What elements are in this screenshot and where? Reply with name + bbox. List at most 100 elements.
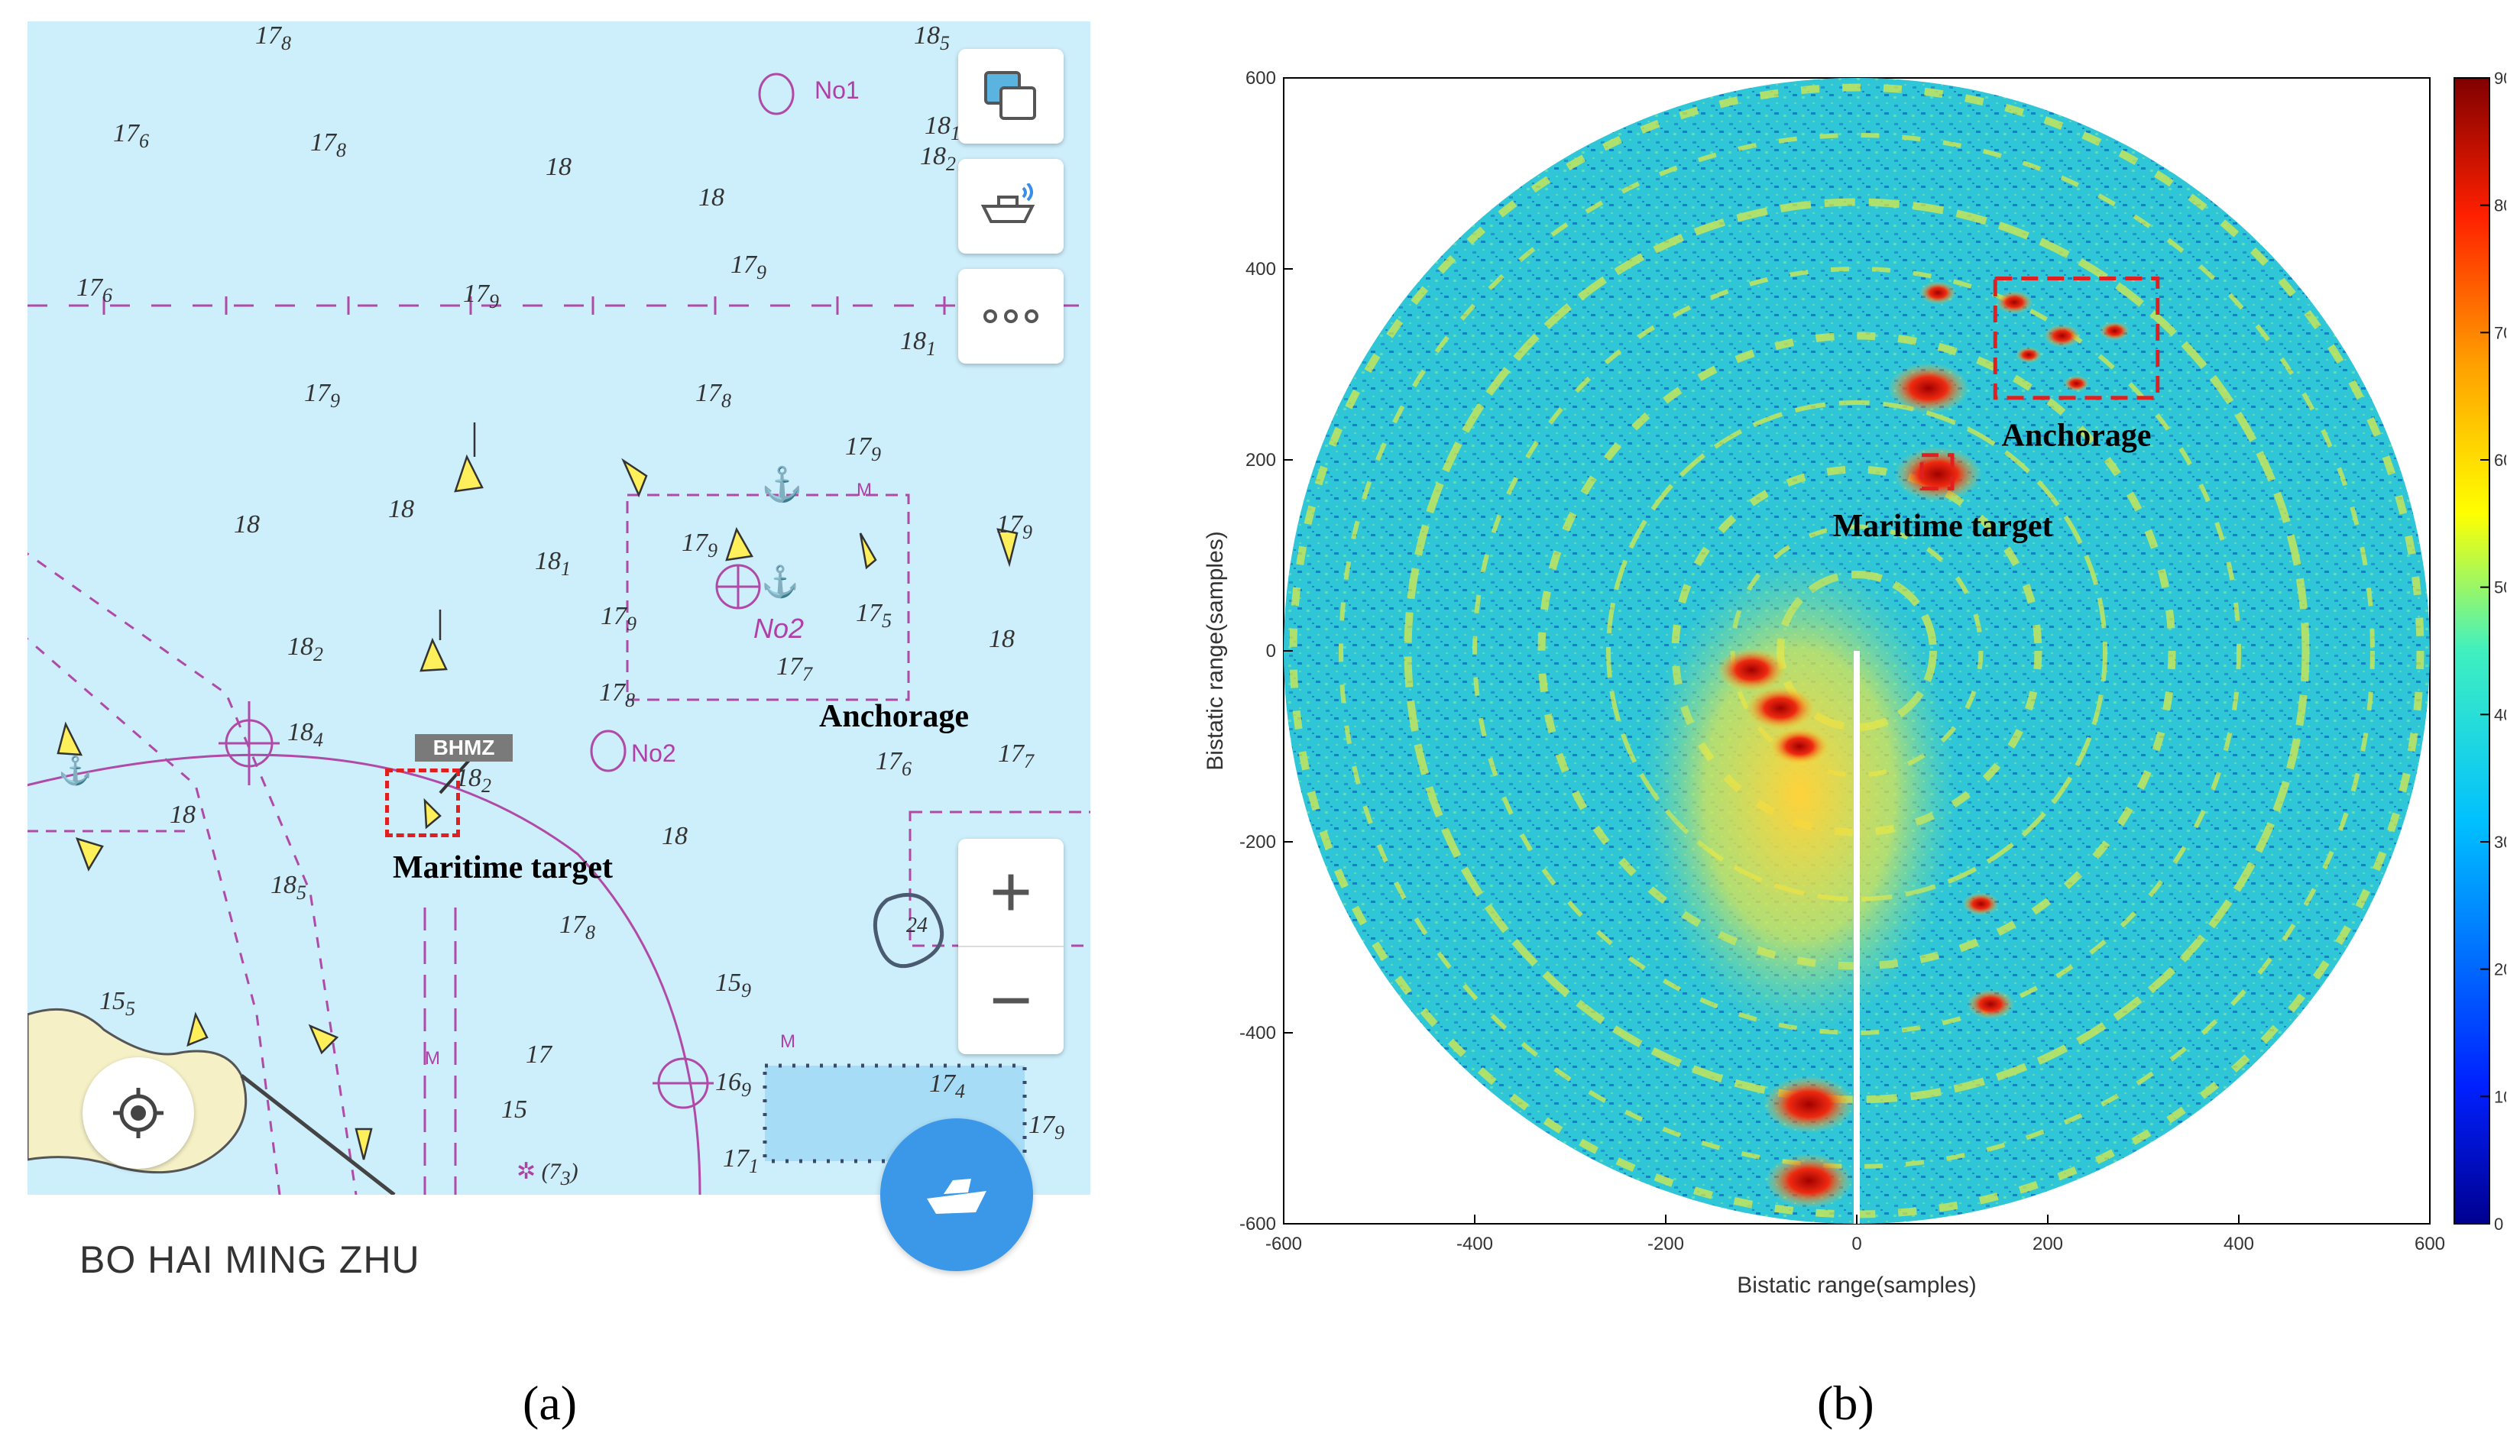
x-tick-label: 0 [1851, 1234, 1861, 1254]
radar-heatmap-chart: Anchorage Maritime target -600 -400 -200 0 20… [1203, 68, 2506, 1298]
radar-return [2063, 375, 2090, 392]
y-tick-label: 400 [1245, 259, 1276, 280]
y-tick-label: 200 [1245, 450, 1276, 471]
x-tick-label: 200 [2033, 1234, 2063, 1254]
depth-sounding: 169 [715, 1068, 751, 1101]
anchor-icon: ⚓ [761, 565, 799, 599]
depth-sounding: 18 [662, 822, 688, 850]
colorbar-tick-label: 90 [2494, 69, 2506, 88]
radar-return [1763, 1076, 1855, 1134]
range-ring [1606, 400, 2107, 901]
anchorage-box [1993, 277, 2160, 400]
layers-icon [984, 71, 1036, 120]
range-ring [1339, 133, 2375, 1169]
depth-sounding: 179 [463, 280, 499, 312]
anchorage-annotation: Anchorage [819, 699, 969, 734]
wreck-icon: ✲ [517, 1159, 536, 1184]
more-button[interactable] [958, 269, 1064, 364]
locate-icon [113, 1088, 164, 1138]
radar-return [1894, 447, 1982, 502]
locate-button[interactable] [83, 1057, 194, 1169]
wreck-depth: ✲ (73) [517, 1159, 578, 1189]
colorbar-tick-label: 70 [2494, 323, 2506, 342]
depth-sounding: 171 [723, 1144, 759, 1177]
range-ring [1730, 524, 1984, 778]
x-tick-label: -200 [1647, 1234, 1684, 1254]
depth-sounding: 185 [914, 21, 950, 54]
depth-sounding: 182 [920, 142, 956, 175]
y-tick-label: -400 [1239, 1023, 1276, 1043]
depth-sounding: 18 [388, 495, 414, 523]
marker-m-label: M [425, 1048, 440, 1069]
panel-b-label: (b) [1817, 1376, 1874, 1430]
depth-sounding: 176 [876, 747, 912, 780]
depth-sounding: 179 [845, 432, 881, 465]
depth-sounding: 179 [601, 602, 636, 635]
marker-m-label: M [857, 480, 872, 500]
depth-sounding: 179 [304, 379, 340, 412]
depth-sounding: 178 [255, 21, 291, 54]
radar-return [1966, 989, 2015, 1019]
colorbar-tick-label: 40 [2494, 705, 2506, 724]
anchor-icon: ⚓ [761, 466, 803, 503]
anchorage-area-box [626, 493, 910, 701]
depth-sounding: 178 [559, 911, 595, 943]
anchorage-buoy-no1-label: No1 [815, 76, 860, 104]
depth-sounding: 18 [546, 153, 572, 181]
colorbar-tick-label: 10 [2494, 1087, 2506, 1106]
depth-sounding: 181 [925, 112, 960, 144]
range-ring [1671, 465, 2042, 836]
colorbar-tick-label: 60 [2494, 451, 2506, 470]
ship-signal-button[interactable] [958, 159, 1064, 254]
colorbar-tick-label: 0 [2494, 1215, 2503, 1234]
radar-return [2043, 324, 2081, 348]
vessel-name: BO HAI MING ZHU [79, 1238, 420, 1281]
range-ring [1537, 332, 2176, 970]
x-axis-label: Bistatic range(samples) [1737, 1273, 1976, 1298]
radar-return [1716, 648, 1787, 692]
colorbar-tick-label: 50 [2494, 578, 2506, 597]
depth-sounding: 184 [287, 718, 323, 751]
range-arc [28, 753, 701, 1195]
depth-sounding: 178 [599, 678, 635, 711]
vessel-callsign-tag[interactable]: BHMZ [415, 734, 513, 762]
colorbar-tick-label: 20 [2494, 960, 2506, 979]
depth-sounding: 179 [682, 529, 717, 561]
anchor-icon: ⚓ [58, 755, 92, 786]
clutter-region [1641, 553, 1958, 1035]
depth-sounding: 15 [501, 1095, 527, 1124]
range-ring [1472, 267, 2241, 1035]
chart-lines [28, 73, 1090, 1195]
depth-sounding: 181 [535, 547, 571, 580]
depth-sounding: 177 [998, 739, 1034, 772]
zoom-out-button[interactable]: − [989, 959, 1033, 1041]
nautical-chart-map[interactable]: 178 185 176 178 18 18 182 181 176 179 17… [28, 21, 1090, 1195]
range-ring [1289, 83, 2424, 1218]
depth-sounding: 175 [856, 599, 892, 632]
x-tick-label: -400 [1456, 1234, 1493, 1254]
buoy-no2-label: No2 [631, 739, 676, 767]
radar-return [1745, 686, 1816, 730]
maritime-target-box [385, 768, 460, 837]
depth-sounding: 179 [730, 251, 766, 283]
depth-sounding: 178 [695, 379, 731, 412]
depth-sounding: 182 [287, 633, 323, 665]
ship-fab-button[interactable] [880, 1118, 1033, 1271]
marker-m-label: M [780, 1031, 795, 1052]
depth-sounding: 18 [234, 510, 260, 539]
colorbar-tick-label: 80 [2494, 196, 2506, 215]
layers-button[interactable] [958, 49, 1064, 144]
ship-icon [927, 1179, 986, 1214]
colorbar-tick-label: 30 [2494, 833, 2506, 852]
ship-signal-icon [980, 183, 1035, 223]
anchorage-annotation: Anchorage [2002, 418, 2152, 453]
depth-sounding: 176 [76, 273, 112, 306]
depth-sounding: 18 [170, 801, 196, 829]
depth-sounding: 182 [455, 764, 491, 797]
y-tick-label: 600 [1245, 68, 1276, 89]
radar-return [2099, 321, 2130, 341]
radar-return [1765, 1153, 1853, 1208]
anchorage-no2-label: No2 [753, 613, 805, 644]
zoom-in-button[interactable]: + [958, 839, 1064, 947]
depth-sounding: 24 [906, 914, 928, 937]
